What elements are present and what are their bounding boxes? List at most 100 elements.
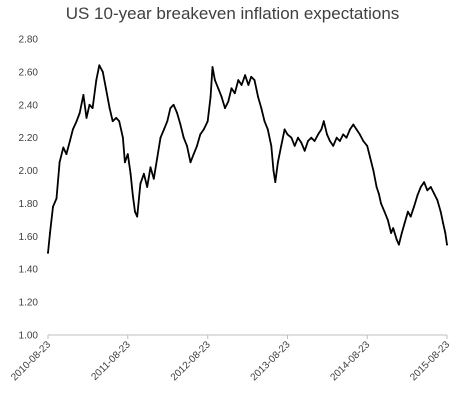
data-point bbox=[91, 107, 94, 109]
data-point bbox=[426, 189, 429, 192]
data-point bbox=[377, 192, 380, 195]
data-point bbox=[380, 202, 382, 205]
data-point bbox=[85, 117, 88, 119]
chart-title: US 10-year breakeven inflation expectati… bbox=[65, 4, 400, 23]
x-axis-ticks: 2010-08-23 2011-08-23 2012-08-23 2013-08-23… bbox=[9, 335, 452, 383]
data-point bbox=[366, 145, 369, 147]
data-point bbox=[186, 145, 188, 147]
y-tick-label: 2.00 bbox=[19, 166, 39, 177]
data-point bbox=[349, 128, 351, 131]
data-point bbox=[444, 232, 447, 234]
data-point bbox=[65, 153, 68, 156]
data-point bbox=[182, 136, 185, 139]
data-point bbox=[143, 172, 145, 175]
data-point bbox=[419, 186, 422, 188]
data-point bbox=[136, 215, 139, 218]
data-point bbox=[105, 87, 107, 90]
data-point bbox=[101, 71, 104, 73]
data-point bbox=[369, 156, 371, 159]
y-tick-label: 2.80 bbox=[19, 35, 39, 46]
data-point bbox=[375, 186, 378, 188]
data-point bbox=[263, 120, 266, 123]
data-point bbox=[386, 219, 389, 221]
data-point bbox=[78, 112, 81, 114]
x-tick-label: 2014-08-23 bbox=[328, 339, 372, 383]
data-point bbox=[72, 128, 74, 131]
data-point bbox=[326, 133, 328, 136]
data-point bbox=[400, 232, 403, 234]
data-point bbox=[413, 205, 415, 208]
data-point bbox=[209, 95, 212, 98]
data-point bbox=[192, 153, 195, 156]
data-point bbox=[149, 166, 152, 169]
data-point bbox=[429, 186, 432, 188]
x-tick-label: 2010-08-23 bbox=[9, 339, 53, 383]
data-point bbox=[49, 232, 51, 234]
data-point bbox=[335, 136, 338, 139]
data-point bbox=[332, 145, 335, 147]
data-point bbox=[436, 199, 439, 202]
x-tick-label: 2012-08-23 bbox=[169, 339, 213, 383]
data-point bbox=[320, 128, 323, 131]
data-point bbox=[277, 161, 279, 164]
data-point bbox=[111, 120, 114, 123]
data-point bbox=[179, 123, 182, 126]
data-point bbox=[129, 172, 132, 175]
data-point bbox=[297, 136, 299, 139]
data-point bbox=[139, 182, 142, 185]
data-point bbox=[233, 92, 236, 95]
data-point bbox=[303, 149, 306, 152]
data-point bbox=[176, 112, 179, 114]
data-point bbox=[272, 169, 275, 172]
data-point bbox=[108, 107, 111, 109]
data-point bbox=[189, 161, 192, 164]
data-point bbox=[47, 251, 49, 254]
data-point bbox=[358, 133, 361, 136]
y-tick-label: 1.20 bbox=[19, 298, 39, 309]
data-point bbox=[310, 136, 313, 139]
data-point bbox=[339, 140, 341, 142]
data-point bbox=[423, 181, 425, 184]
data-point bbox=[260, 107, 263, 109]
data-point bbox=[214, 79, 216, 81]
data-point bbox=[439, 210, 442, 213]
data-point bbox=[62, 146, 65, 149]
x-tick-label: 2013-08-23 bbox=[249, 339, 293, 383]
data-point bbox=[442, 222, 444, 225]
data-point bbox=[131, 194, 134, 197]
data-point bbox=[146, 186, 149, 188]
y-tick-label: 2.40 bbox=[19, 100, 39, 111]
data-point bbox=[196, 145, 198, 147]
data-point bbox=[172, 103, 175, 106]
data-point bbox=[280, 145, 283, 147]
data-point bbox=[395, 238, 398, 241]
series-layer bbox=[47, 64, 448, 254]
data-point bbox=[206, 120, 209, 123]
data-point bbox=[398, 243, 400, 246]
data-point bbox=[372, 169, 375, 172]
data-point bbox=[227, 100, 230, 103]
data-point bbox=[352, 123, 355, 126]
data-point bbox=[300, 141, 303, 144]
data-point bbox=[202, 128, 205, 131]
data-point bbox=[69, 140, 71, 142]
data-point bbox=[250, 75, 253, 78]
x-tick-label: 2011-08-23 bbox=[89, 339, 133, 383]
data-point bbox=[293, 145, 296, 147]
data-point bbox=[383, 210, 386, 213]
series-line bbox=[47, 64, 448, 254]
data-point bbox=[247, 84, 250, 86]
data-point bbox=[134, 210, 136, 213]
data-point bbox=[88, 103, 91, 106]
data-point bbox=[313, 140, 316, 142]
data-point bbox=[290, 136, 293, 139]
data-point bbox=[211, 66, 214, 68]
data-point bbox=[286, 133, 289, 136]
data-point bbox=[159, 136, 162, 139]
data-point bbox=[416, 194, 419, 197]
data-point bbox=[329, 140, 331, 142]
data-point bbox=[199, 133, 202, 136]
data-point bbox=[217, 87, 220, 90]
y-tick-label: 2.20 bbox=[19, 133, 39, 144]
